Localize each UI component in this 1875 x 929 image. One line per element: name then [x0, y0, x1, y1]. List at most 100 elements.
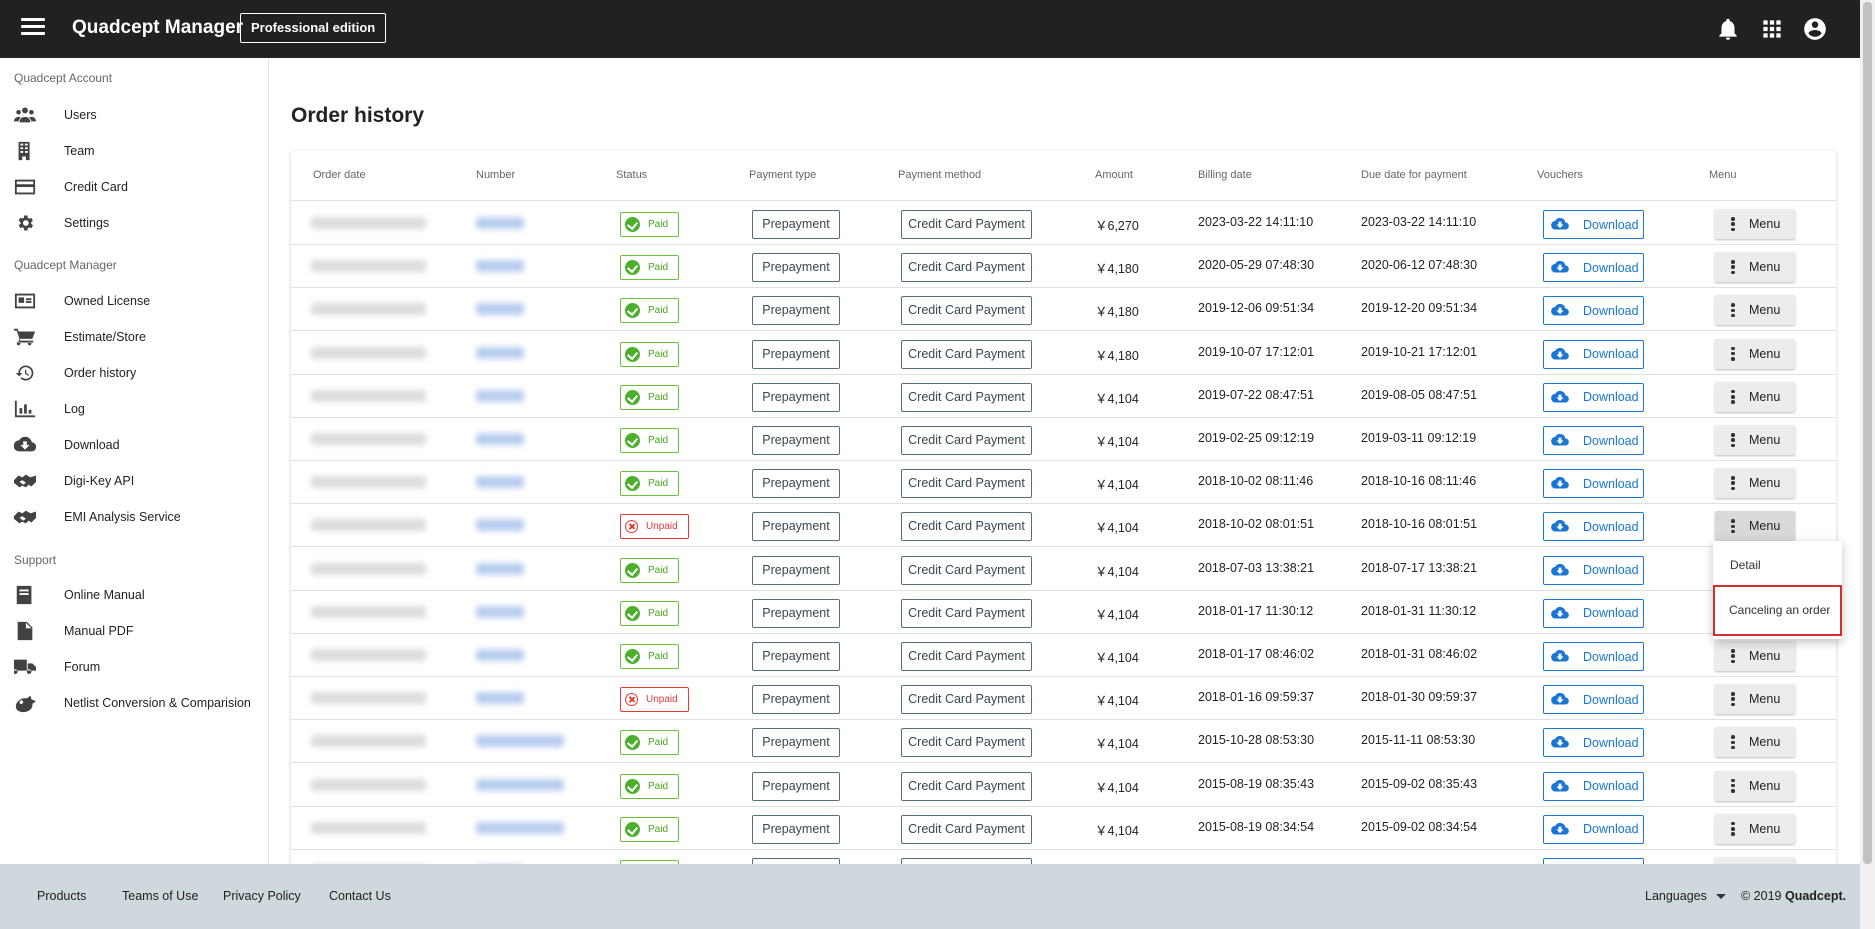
apps-grid-icon[interactable]: [1759, 16, 1785, 42]
order-number-redacted[interactable]: [476, 346, 524, 359]
menu-item-detail[interactable]: Detail: [1730, 558, 1761, 572]
sidebar-item-estimate-store[interactable]: Estimate/Store: [0, 322, 268, 352]
order-number-redacted[interactable]: [476, 303, 524, 316]
sidebar-item-forum[interactable]: Forum: [0, 652, 268, 682]
footer-link-privacy-policy[interactable]: Privacy Policy: [223, 889, 301, 903]
row-menu-button[interactable]: Menu: [1715, 511, 1795, 542]
download-button[interactable]: Download: [1543, 555, 1644, 585]
row-menu-button[interactable]: Menu: [1715, 425, 1795, 455]
row-menu-button[interactable]: Menu: [1715, 684, 1795, 715]
order-number-redacted[interactable]: [476, 562, 524, 575]
table-row[interactable]: Unpaid Prepayment Credit Card Payment ￥4,10…: [291, 504, 1836, 548]
row-menu-button[interactable]: Menu: [1715, 338, 1795, 369]
download-button[interactable]: Download: [1543, 642, 1644, 671]
row-menu-button[interactable]: Menu: [1715, 813, 1795, 844]
sidebar-item-digi-key-api[interactable]: Digi-Key API: [0, 466, 268, 496]
order-number-redacted[interactable]: [476, 519, 524, 532]
order-number-redacted[interactable]: [476, 778, 564, 791]
row-menu-button[interactable]: Menu: [1715, 727, 1795, 758]
order-number-redacted[interactable]: [476, 821, 564, 834]
download-button[interactable]: Download: [1543, 296, 1644, 326]
download-button[interactable]: Download: [1543, 685, 1644, 715]
footer-link-products[interactable]: Products: [37, 889, 87, 903]
cloud-download-icon: [1551, 649, 1569, 663]
download-button[interactable]: Download: [1543, 771, 1644, 801]
order-number-redacted[interactable]: [476, 260, 524, 273]
billing-date: 2019-02-25 09:12:19: [1198, 431, 1315, 445]
language-selector[interactable]: Languages: [1645, 889, 1707, 903]
pdf-file-icon: [14, 621, 36, 641]
table-row[interactable]: Paid Prepayment Credit Card Payment ￥4,180 2…: [291, 332, 1836, 375]
table-row[interactable]: Unpaid Prepayment Credit Card Payment ￥4,10…: [291, 677, 1836, 721]
scrollbar-thumb[interactable]: [1863, 2, 1872, 864]
check-circle-icon: [625, 217, 640, 232]
cloud-download-icon: [1551, 477, 1569, 490]
account-icon[interactable]: [1802, 16, 1828, 42]
sidebar-item-download[interactable]: Download: [0, 430, 268, 460]
order-number-redacted[interactable]: [476, 476, 524, 489]
footer-link-contact-us[interactable]: Contact Us: [329, 889, 391, 903]
row-menu-button[interactable]: Menu: [1715, 381, 1795, 412]
order-number-redacted[interactable]: [476, 735, 564, 748]
sidebar-item-credit-card[interactable]: Credit Card: [0, 172, 268, 202]
footer-link-teams-of-use[interactable]: Teams of Use: [122, 889, 199, 903]
order-number-redacted[interactable]: [476, 433, 524, 445]
row-menu-button[interactable]: Menu: [1715, 209, 1795, 239]
table-row[interactable]: Paid Prepayment Credit Card Payment ￥6,270 2…: [291, 202, 1836, 245]
order-number-redacted[interactable]: [476, 605, 524, 618]
app-title[interactable]: Quadcept Manager: [72, 17, 244, 38]
download-button[interactable]: Download: [1543, 858, 1644, 864]
sidebar-item-owned-license[interactable]: Owned License: [0, 286, 268, 316]
download-button[interactable]: Download: [1543, 598, 1644, 628]
download-button[interactable]: Download: [1543, 210, 1644, 239]
order-number-redacted[interactable]: [476, 389, 524, 402]
row-menu-button[interactable]: Menu: [1715, 295, 1795, 326]
billing-date: 2018-10-02 08:11:46: [1198, 474, 1314, 489]
sidebar-item-team[interactable]: Team: [0, 136, 268, 166]
download-button[interactable]: Download: [1543, 426, 1644, 455]
sidebar-item-emi-analysis[interactable]: EMI Analysis Service: [0, 502, 268, 532]
sidebar-item-settings[interactable]: Settings: [0, 208, 268, 238]
sidebar-item-order-history[interactable]: Order history: [0, 358, 268, 388]
table-row[interactable]: Paid Prepayment Credit Card Payment ￥4,180 2…: [291, 288, 1836, 332]
download-button[interactable]: Download: [1543, 382, 1644, 412]
row-menu-button[interactable]: Menu: [1715, 770, 1795, 801]
sidebar-item-manual-pdf[interactable]: Manual PDF: [0, 616, 268, 646]
sidebar-item-log[interactable]: Log: [0, 394, 268, 424]
chevron-down-icon[interactable]: [1716, 894, 1726, 899]
sidebar-item-netlist-conversion[interactable]: Netlist Conversion & Comparision: [0, 688, 268, 718]
row-menu-button[interactable]: Menu: [1715, 252, 1795, 283]
bell-icon[interactable]: [1715, 16, 1741, 42]
table-row[interactable]: Paid Prepayment Credit Card Payment ￥4,180 2…: [291, 245, 1836, 289]
row-menu-button[interactable]: Menu: [1715, 641, 1795, 671]
download-button[interactable]: Download: [1543, 469, 1644, 499]
due-date: 2015-11-11 08:53:30: [1361, 733, 1476, 748]
truck-icon: [13, 657, 36, 677]
payment-type-chip: Prepayment: [752, 253, 840, 283]
order-number-redacted[interactable]: [476, 692, 524, 705]
page-scrollbar[interactable]: [1860, 0, 1875, 929]
download-button[interactable]: Download: [1543, 728, 1644, 758]
row-menu-button[interactable]: Menu: [1715, 857, 1795, 864]
download-button[interactable]: Download: [1543, 253, 1644, 283]
download-button[interactable]: Download: [1543, 512, 1644, 542]
row-menu-button[interactable]: Menu: [1715, 468, 1795, 499]
order-number-redacted[interactable]: [476, 217, 524, 229]
sidebar-item-users[interactable]: Users: [0, 100, 268, 130]
menu-item-canceling-an-order[interactable]: Canceling an order: [1713, 585, 1842, 636]
download-button[interactable]: Download: [1543, 814, 1644, 844]
order-number-redacted[interactable]: [476, 649, 524, 661]
sidebar-item-online-manual[interactable]: Online Manual: [0, 580, 268, 610]
download-button[interactable]: Download: [1543, 339, 1644, 369]
menu-icon[interactable]: [21, 18, 45, 38]
